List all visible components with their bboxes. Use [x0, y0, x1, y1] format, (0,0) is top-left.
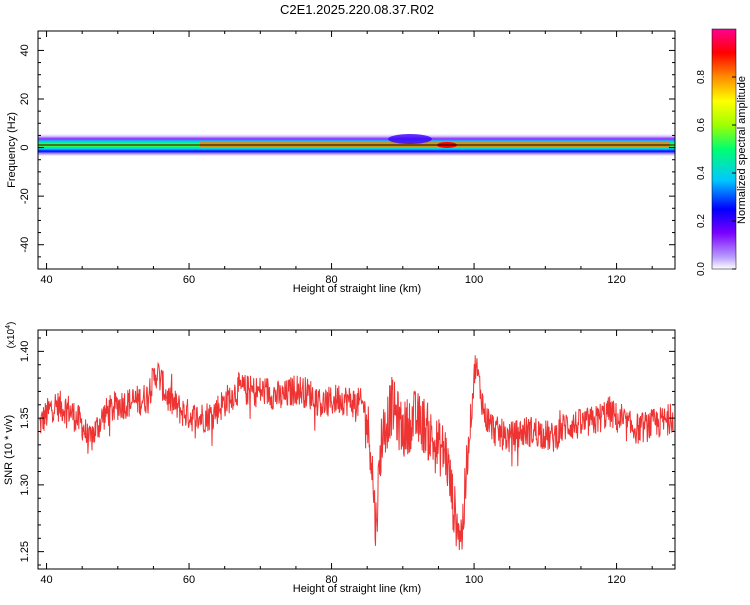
spectrogram-purple-bulge: [388, 134, 432, 144]
snr-x-tick-label: 40: [40, 574, 52, 586]
snr-x-ticks: 40 60 80 100 120: [40, 330, 653, 586]
snr-y-tick-label: 1.35: [19, 407, 31, 428]
colorbar-tick-label: 0.8: [696, 70, 707, 84]
spectrogram-band-group: [38, 134, 675, 156]
snr-series-line: [39, 355, 675, 551]
snr-x-tick-label: 60: [183, 574, 195, 586]
spectrogram-x-tick-label: 80: [325, 274, 337, 286]
colorbar-tick-label: 0.0: [696, 262, 707, 276]
figure-title: C2E1.2025.220.08.37.R02: [280, 2, 434, 17]
snr-y-ticks: 1.40 1.35 1.30 1.25: [19, 337, 675, 566]
snr-x-tick-label: 100: [465, 574, 483, 586]
spectrogram-y-tick-label: 40: [19, 44, 31, 56]
spectrogram-y-ticks: 40 20 0 -20 -40: [19, 37, 675, 270]
spectrogram-x-tick-label: 120: [607, 274, 625, 286]
spectrogram-y-label: Frequency (Hz): [6, 112, 18, 188]
snr-y-tick-label: 1.40: [19, 341, 31, 362]
snr-y-label: SNR (10 * v/v): [3, 415, 15, 485]
spectrogram-y-tick-label: -40: [19, 237, 31, 253]
colorbar-label: Normalized spectral amplitude: [736, 76, 748, 224]
snr-panel: 40 60 80 100 120 1.40 1.35 1.30 1.25 Height of …: [3, 322, 676, 595]
snr-x-tick-label: 120: [607, 574, 625, 586]
spectrogram-y-tick-label: 20: [19, 93, 31, 105]
spectrogram-y-tick-label: -20: [19, 188, 31, 204]
colorbar-gradient: [711, 28, 737, 270]
snr-y-multiplier: (x104): [5, 322, 17, 349]
snr-x-label: Height of straight line (km): [293, 583, 421, 595]
colorbar-ticks: 0.0 0.2 0.4 0.6 0.8: [696, 70, 736, 276]
snr-y-tick-label: 1.30: [19, 474, 31, 495]
snr-frame: [37, 329, 676, 570]
spectrogram-x-tick-label: 40: [40, 274, 52, 286]
spectrogram-y-tick-label: 0: [19, 145, 31, 151]
colorbar-tick-label: 0.2: [696, 214, 707, 228]
colorbar-tick-label: 0.6: [696, 118, 707, 132]
spectrogram-x-label: Height of straight line (km): [293, 283, 421, 295]
spectrogram-x-tick-label: 60: [183, 274, 195, 286]
colorbar: 0.0 0.2 0.4 0.6 0.8 Normalized spectral ampl…: [696, 28, 748, 276]
spectrogram-panel: 40 60 80 100 120 40 20 0 -20 -40 Height of strai…: [6, 30, 676, 295]
spectrogram-x-ticks: 40 60 80 100 120: [40, 31, 653, 286]
snr-x-tick-label: 80: [325, 574, 337, 586]
colorbar-tick-label: 0.4: [696, 166, 707, 180]
snr-y-tick-label: 1.25: [19, 541, 31, 562]
spectrogram-frame: [37, 30, 676, 270]
spectrogram-x-tick-label: 100: [465, 274, 483, 286]
